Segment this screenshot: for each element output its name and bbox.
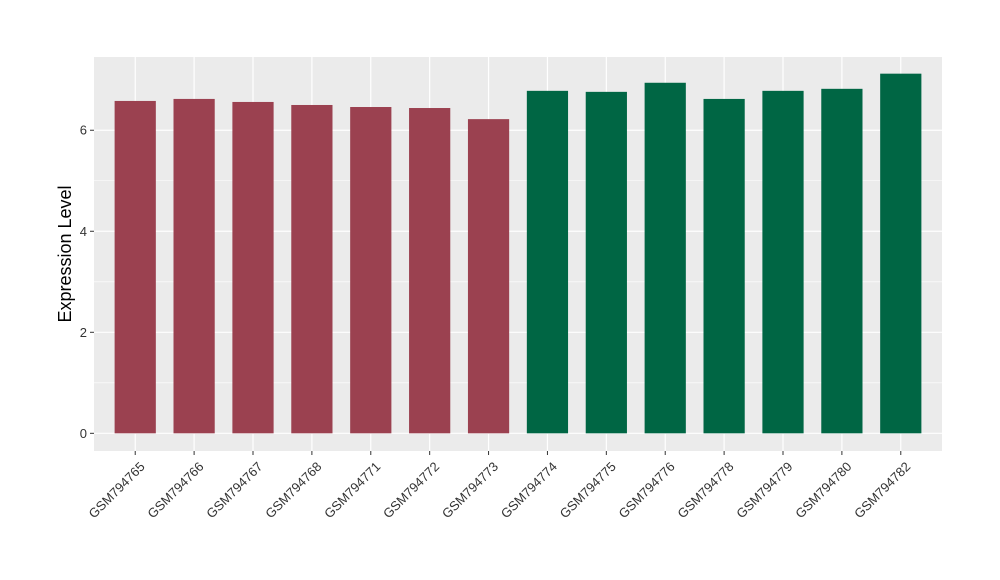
x-tick-label: GSM794766 <box>144 459 206 521</box>
x-tick-label: GSM794765 <box>86 459 148 521</box>
x-tick-label: GSM794776 <box>616 459 678 521</box>
x-tick-label: GSM794778 <box>674 459 736 521</box>
bar <box>350 107 392 434</box>
bar <box>585 91 627 434</box>
bar <box>526 90 569 434</box>
x-tick-label: GSM794771 <box>321 459 383 521</box>
y-tick-label: 0 <box>80 426 87 441</box>
plot-panel <box>94 57 942 451</box>
x-tick-label: GSM794772 <box>380 459 442 521</box>
y-tick-label: 4 <box>80 224 87 239</box>
x-tick-label: GSM794773 <box>439 459 501 521</box>
x-tick-label: GSM794768 <box>262 459 324 521</box>
bar <box>467 119 510 434</box>
x-axis: GSM794765GSM794766GSM794767GSM794768GSM7… <box>86 451 913 521</box>
bar <box>291 104 333 434</box>
bar <box>409 108 451 434</box>
x-tick-label: GSM794774 <box>498 459 560 521</box>
x-tick-label: GSM794767 <box>203 459 265 521</box>
y-tick-label: 2 <box>80 325 87 340</box>
y-axis: 0 2 4 6 <box>80 123 94 441</box>
bar <box>173 98 215 434</box>
bars <box>114 73 922 434</box>
x-tick-label: GSM794782 <box>851 459 913 521</box>
bar <box>880 73 922 434</box>
x-tick-label: GSM794775 <box>557 459 619 521</box>
bar <box>232 101 274 434</box>
bar <box>821 88 863 434</box>
y-tick-label: 6 <box>80 123 87 138</box>
bar <box>114 100 156 434</box>
x-tick-label: GSM794780 <box>792 459 854 521</box>
bar <box>703 98 745 434</box>
bar <box>762 90 804 434</box>
y-axis-title: Expression Level <box>55 185 75 322</box>
x-tick-label: GSM794779 <box>733 459 795 521</box>
bar <box>644 82 686 434</box>
